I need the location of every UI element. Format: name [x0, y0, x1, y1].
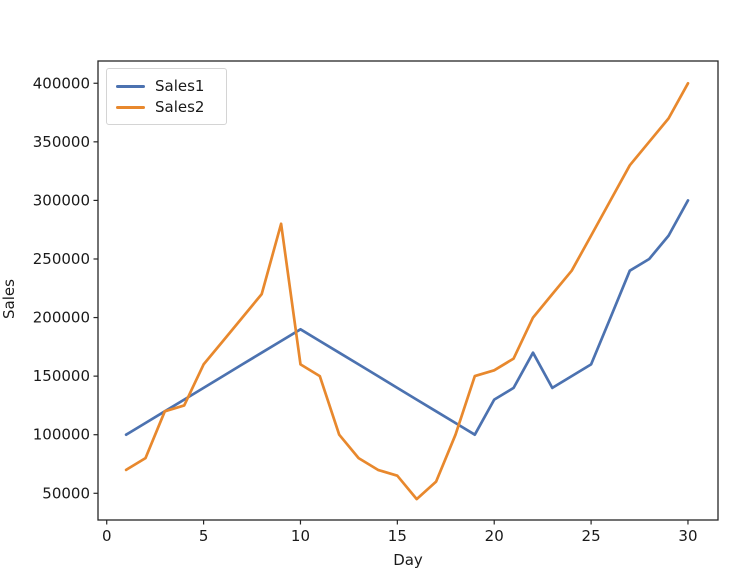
sales2-line-swatch — [116, 105, 145, 109]
sales1-line-swatch — [116, 84, 145, 88]
x-tick-label: 10 — [291, 527, 310, 545]
x-tick-label: 5 — [199, 527, 209, 545]
x-tick-label: 0 — [102, 527, 112, 545]
y-tick-label: 400000 — [33, 74, 90, 92]
y-tick-label: 250000 — [33, 250, 90, 268]
plot-area — [97, 60, 719, 521]
x-tick-label: 25 — [582, 527, 601, 545]
y-tick-label: 100000 — [33, 426, 90, 444]
y-tick-label: 200000 — [33, 309, 90, 327]
y-tick-label: 150000 — [33, 367, 90, 385]
legend-item-sales2: Sales2 — [107, 97, 226, 116]
y-tick-label: 300000 — [33, 191, 90, 209]
y-axis-label: Sales — [0, 279, 18, 319]
x-tick-label: 30 — [678, 527, 697, 545]
y-tick-label: 50000 — [42, 484, 90, 502]
legend-item-sales1: Sales1 — [107, 76, 226, 95]
x-tick-label: 20 — [485, 527, 504, 545]
x-tick-label: 15 — [388, 527, 407, 545]
legend-label-sales2: Sales2 — [155, 97, 205, 116]
series-line-sales2 — [124, 81, 690, 501]
legend-label-sales1: Sales1 — [155, 76, 205, 95]
x-axis-label: Day — [393, 551, 423, 569]
y-tick-label: 350000 — [33, 133, 90, 151]
series-line-sales1 — [124, 199, 690, 437]
legend: Sales1 Sales2 — [106, 68, 227, 125]
